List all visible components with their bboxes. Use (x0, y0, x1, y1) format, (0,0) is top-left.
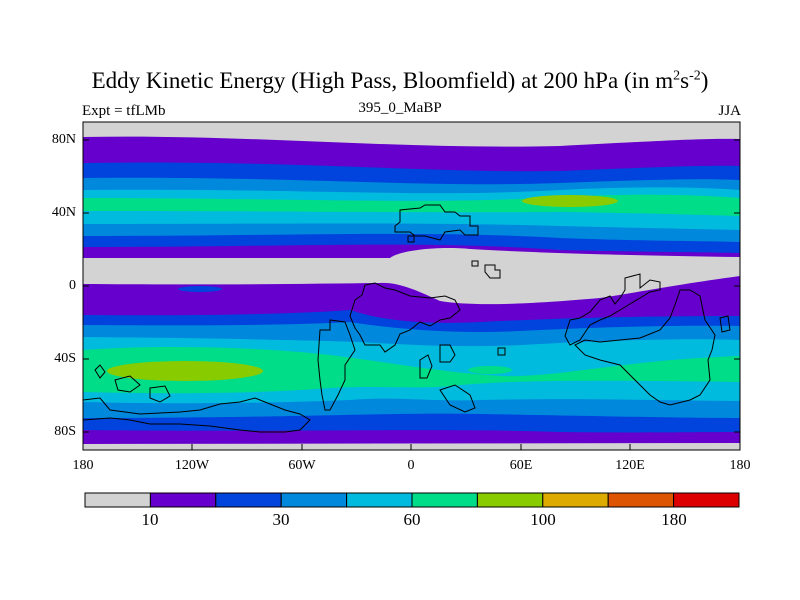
patch-a (178, 286, 222, 292)
gap-equator (83, 248, 740, 305)
colorbar-cell (149, 492, 217, 508)
colorbar-label-30: 30 (272, 510, 290, 529)
colorbar-cell (411, 492, 478, 508)
x-tick-60e: 60E (509, 458, 533, 473)
x-tick-60w: 60W (288, 458, 316, 473)
max-sh (107, 361, 263, 381)
x-tick-120e: 120E (615, 458, 645, 473)
y-tick-0: 0 (69, 278, 76, 293)
colorbar-cell (607, 492, 675, 508)
colorbar-cell (476, 492, 544, 508)
y-tick-80n: 80N (51, 132, 76, 147)
colorbar-label-60: 60 (403, 510, 421, 529)
land-outlines (83, 204, 731, 433)
patch-b (468, 366, 512, 374)
x-axis (82, 444, 741, 450)
x-tick-120w: 120W (174, 458, 210, 473)
y-tick-40s: 40S (54, 351, 76, 366)
colorbar-label-10: 10 (141, 510, 159, 529)
x-tick-180e: 180 (729, 458, 751, 473)
colorbar-cell (346, 492, 413, 508)
y-tick-80s: 80S (54, 424, 76, 439)
run-label: 395_0_MaBP (358, 100, 442, 116)
experiment-label: Expt = tfLMb (82, 103, 166, 119)
max-nh (522, 195, 618, 207)
y-tick-40n: 40N (51, 205, 76, 220)
colorbar-label-100: 100 (530, 510, 556, 529)
colorbar-cell (84, 492, 151, 508)
chart-title: Eddy Kinetic Energy (High Pass, Bloomfie… (91, 68, 709, 93)
colorbar-cell (215, 492, 282, 508)
x-tick-0: 0 (407, 458, 415, 473)
colorbar-cell (280, 492, 348, 508)
x-tick-180w: 180 (72, 458, 94, 473)
y-axis (83, 139, 740, 433)
colorbar (84, 492, 740, 508)
season-label: JJA (718, 103, 741, 119)
map-field (83, 122, 740, 450)
colorbar-cell (542, 492, 609, 508)
colorbar-cell (673, 492, 740, 508)
colorbar-label-180: 180 (661, 510, 687, 529)
